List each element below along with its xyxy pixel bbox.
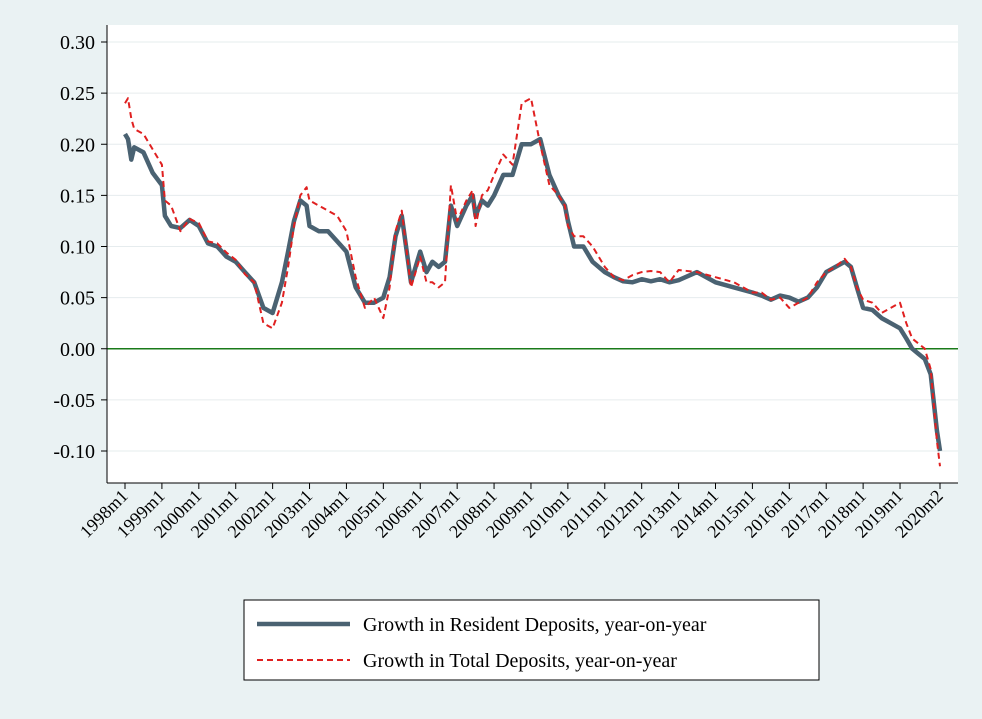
- y-tick-label: 0.05: [60, 288, 95, 310]
- series-line-total-deposits: [124, 97, 941, 467]
- y-tick-label: -0.10: [53, 441, 95, 463]
- legend-box: [243, 599, 820, 681]
- series-layer: [123, 97, 943, 467]
- series-line-resident-deposits: [123, 132, 943, 452]
- y-tick-label: 0.25: [60, 83, 95, 105]
- y-tick-label: 0.10: [60, 237, 95, 259]
- y-tick-label: 0.15: [60, 185, 95, 207]
- y-tick-label: 0.20: [60, 134, 95, 156]
- y-tick-label: 0.30: [60, 32, 95, 54]
- plot-area: [107, 25, 958, 483]
- y-tick-label: 0.00: [60, 339, 95, 361]
- legend: Growth in Resident Deposits, year-on-yea…: [243, 599, 820, 681]
- y-tick-label: -0.05: [53, 390, 95, 412]
- legend-label-1: Growth in Total Deposits, year-on-year: [363, 650, 677, 672]
- legend-label-0: Growth in Resident Deposits, year-on-yea…: [363, 614, 707, 636]
